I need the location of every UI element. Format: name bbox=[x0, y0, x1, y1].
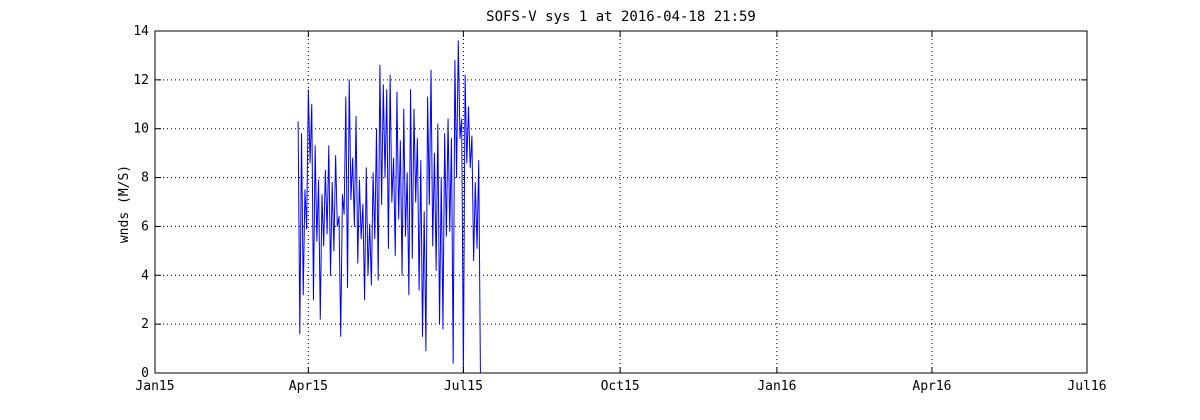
y-tick-label: 0 bbox=[141, 366, 149, 381]
x-tick-label: Jul15 bbox=[444, 379, 483, 394]
y-tick-label: 14 bbox=[133, 24, 149, 39]
x-tick-label: Jan15 bbox=[135, 379, 174, 394]
wind-speed-series-line bbox=[297, 40, 961, 374]
x-tick-label: Apr15 bbox=[289, 379, 328, 394]
y-tick-label: 4 bbox=[141, 268, 149, 283]
x-tick-label: Jan16 bbox=[757, 379, 796, 394]
x-tick-label: Apr16 bbox=[912, 379, 951, 394]
plot-frame bbox=[154, 30, 1088, 374]
y-tick-label: 6 bbox=[141, 219, 149, 234]
series-group bbox=[297, 40, 961, 374]
x-tick-label: Jul16 bbox=[1067, 379, 1106, 394]
y-axis-label: wnds (M/S) bbox=[117, 165, 132, 243]
x-tick-label: Oct15 bbox=[601, 379, 640, 394]
grid bbox=[155, 31, 1087, 373]
y-tick-label: 12 bbox=[133, 73, 149, 88]
y-tick-label: 8 bbox=[141, 171, 149, 186]
y-tick-label: 2 bbox=[141, 317, 149, 332]
chart-title: SOFS-V sys 1 at 2016-04-18 21:59 bbox=[486, 9, 756, 25]
ticks: 0 2 4 6 8 10 12 14 Jan15 Apr15 Jul15 Oct15 Jan16 Apr1… bbox=[133, 24, 1106, 394]
y-tick-label: 10 bbox=[133, 122, 149, 137]
